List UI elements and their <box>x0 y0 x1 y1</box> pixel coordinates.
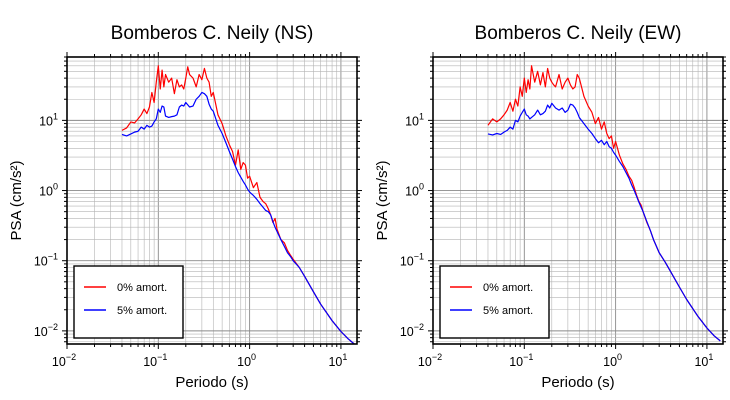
x-tick-label: 10−2 <box>418 352 442 369</box>
x-tick-label: 10−2 <box>52 352 76 369</box>
y-tick-label: 100 <box>39 182 58 199</box>
y-axis-label: PSA (cm/s²) <box>8 160 25 240</box>
x-tick-label: 101 <box>328 352 347 369</box>
legend-box <box>73 265 184 339</box>
plot-frame <box>66 56 358 345</box>
x-axis-label: Periodo (s) <box>541 374 614 391</box>
grid <box>432 56 723 344</box>
chart-title: Bomberos C. Neily (NS) <box>111 23 314 44</box>
x-tick-label: 10−1 <box>143 352 167 369</box>
legend: 0% amort. 5% amort. <box>439 265 550 339</box>
legend-box <box>439 265 550 339</box>
x-tick-label: 100 <box>237 352 256 369</box>
x-tick-label: 100 <box>603 352 622 369</box>
y-tick-label: 10−2 <box>400 322 424 339</box>
y-tick-label: 101 <box>405 111 424 128</box>
legend-label: 5% amort. <box>117 305 167 317</box>
legend-label: 5% amort. <box>483 305 533 317</box>
chart-panel-0: Bomberos C. Neily (NS) 10−2 10−1 100 101 10−2… <box>8 23 362 391</box>
y-tick-label: 10−1 <box>400 252 424 269</box>
y-tick-label: 100 <box>405 182 424 199</box>
legend: 0% amort. 5% amort. <box>73 265 184 339</box>
chart-panel-1: Bomberos C. Neily (EW) 10−2 10−1 100 101 10−2… <box>374 23 728 391</box>
series-line-damped <box>121 91 355 345</box>
chart-title: Bomberos C. Neily (EW) <box>475 23 682 44</box>
series-line-damped <box>487 102 721 342</box>
x-axis-label: Periodo (s) <box>175 374 248 391</box>
grid <box>66 56 357 344</box>
x-tick-label: 10−1 <box>509 352 533 369</box>
y-tick-label: 10−1 <box>34 252 58 269</box>
legend-label: 0% amort. <box>117 282 167 294</box>
y-axis-label: PSA (cm/s²) <box>374 160 391 240</box>
legend-label: 0% amort. <box>483 282 533 294</box>
x-tick-label: 101 <box>694 352 713 369</box>
plot-frame <box>432 56 724 345</box>
y-tick-label: 10−2 <box>34 322 58 339</box>
y-tick-label: 101 <box>39 111 58 128</box>
